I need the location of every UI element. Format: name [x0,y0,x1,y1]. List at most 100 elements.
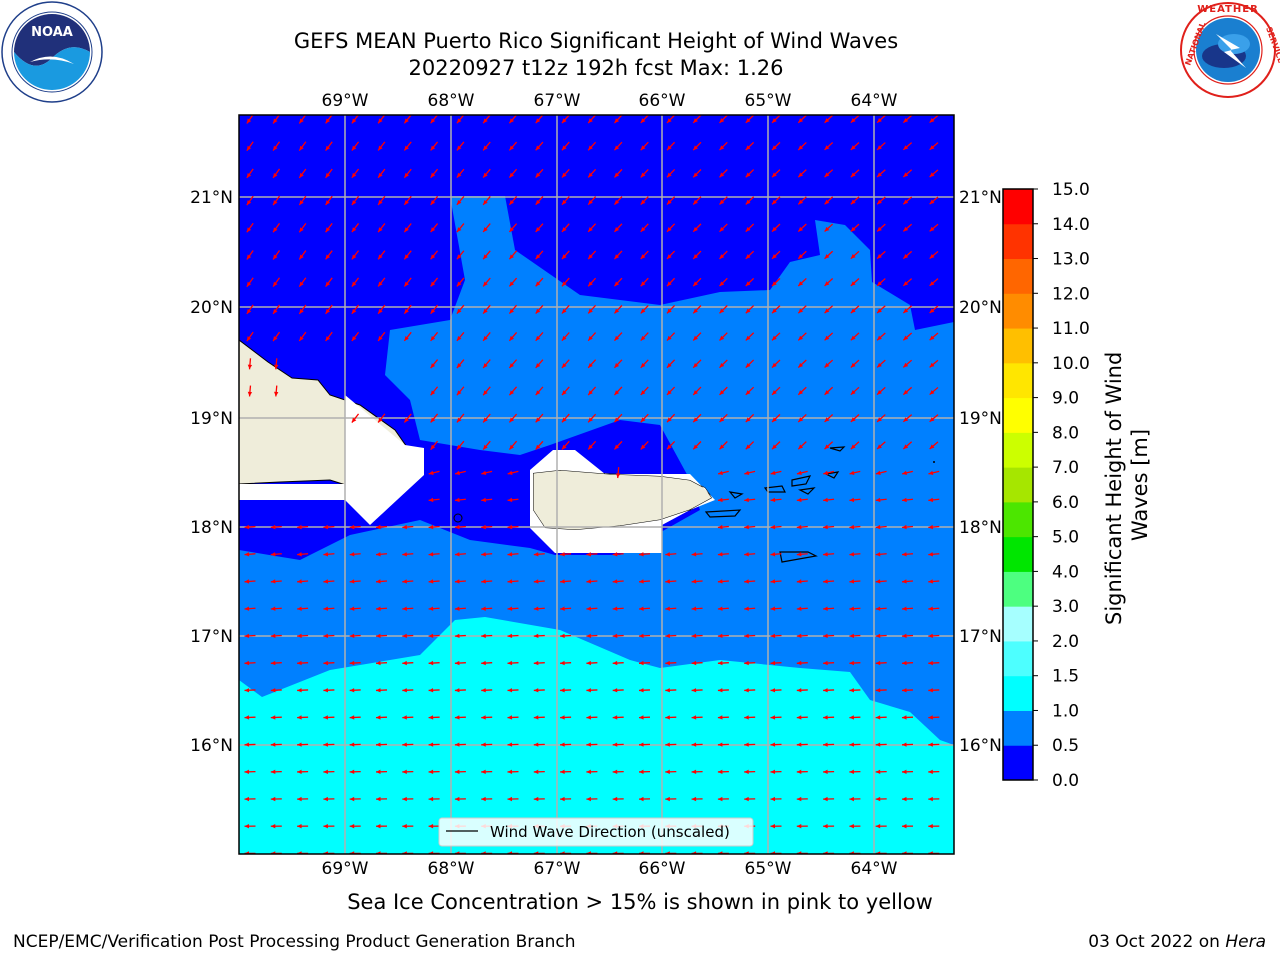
wave-arrow [298,168,307,179]
wave-arrow [297,688,309,693]
wave-arrow [850,142,860,151]
wave-arrow [824,305,834,314]
wave-arrow [351,115,360,124]
wave-arrow [430,413,439,423]
wave-arrow [849,796,861,802]
wave-arrow [586,769,598,775]
wave-arrow [902,250,913,260]
wave-arrow [375,715,388,720]
wave-arrow [666,141,676,151]
lat-tick-left: 18°N [190,518,233,538]
nws-logo: WEATHER NATIONAL SERVICE [1180,2,1280,98]
wave-arrow [508,168,518,178]
wave-arrow [823,579,835,584]
wave-arrow [902,386,913,396]
wave-arrow [902,414,913,423]
wave-arrow [796,606,808,611]
wave-arrow [482,115,491,124]
wave-arrow [929,250,939,260]
wave-arrow [902,441,913,450]
wave-arrow [325,195,333,206]
wave-arrow [270,769,282,775]
wave-arrow [875,552,887,557]
wave-arrow [270,633,282,639]
wave-arrow [297,742,309,747]
wave-arrow [375,579,388,584]
wave-arrow [849,579,861,584]
wave-arrow [875,742,887,747]
wave-arrow [270,824,282,829]
wave-arrow [349,552,361,557]
wave-arrow [402,796,414,802]
wave-arrow [535,115,544,124]
islet [933,461,935,463]
wave-arrow [638,769,651,775]
wave-arrow [612,633,624,639]
wave-arrow [430,359,439,369]
wave-arrow [691,715,703,720]
colorbar-tick: 2.0 [1052,632,1079,652]
colorbar-swatch [1003,675,1033,711]
wave-arrow [351,141,360,151]
wave-arrow [430,440,439,451]
wave-arrow [507,606,519,611]
wave-arrow [270,606,282,611]
wave-arrow [586,742,598,747]
wave-arrow [274,385,279,397]
wave-arrow [823,769,835,775]
wave-arrow [270,796,282,802]
wave-arrow [508,413,518,423]
wave-arrow [770,579,782,584]
wave-arrow [613,304,623,314]
wave-arrow [875,579,887,584]
wave-arrow [454,470,466,475]
wave-arrow [640,196,649,206]
wave-arrow [508,115,518,124]
wave-arrow [796,660,808,666]
wave-arrow [928,742,940,747]
wave-arrow [691,633,703,639]
wave-arrow [876,115,886,124]
wave-arrow [666,386,676,396]
wave-arrow [586,579,598,584]
wave-arrow [351,413,360,423]
wave-arrow [875,715,887,720]
wave-arrow [561,332,570,342]
wave-arrow [745,250,755,260]
wave-arrow [875,660,887,666]
wave-arrow [298,250,307,260]
wave-arrow [482,141,491,151]
colorbar-tick: 4.0 [1052,562,1079,582]
wave-arrow [244,796,256,802]
wave-arrow [323,715,335,720]
wave-arrow [403,168,412,179]
wave-arrow [717,579,729,584]
wave-arrow [850,332,860,341]
wave-arrow [274,358,279,370]
wave-arrow [454,688,466,693]
colorbar-tick: 5.0 [1052,528,1079,548]
wave-arrow [377,250,386,260]
wave-arrow [481,579,493,584]
wave-arrow [535,141,544,151]
wave-arrow [719,115,728,124]
wave-arrow [508,141,518,151]
wave-arrow [244,660,256,666]
wave-arrow [719,305,728,314]
wave-arrow [428,660,440,666]
virgin-islands [704,446,846,563]
colorbar-swatch [1003,571,1033,607]
colorbar-tick: 1.5 [1052,667,1079,687]
colorbar-swatch [1003,189,1033,225]
wave-arrow [613,359,623,369]
wave-arrow [560,688,572,693]
wave-arrow [876,169,886,178]
wave-arrow [717,688,729,693]
wave-arrow [508,359,518,369]
wave-arrow [640,141,649,151]
wave-arrow [481,688,493,693]
wave-arrow [797,141,807,151]
wave-arrow [481,769,493,775]
wave-arrow [456,250,465,260]
wave-arrow [849,633,861,639]
